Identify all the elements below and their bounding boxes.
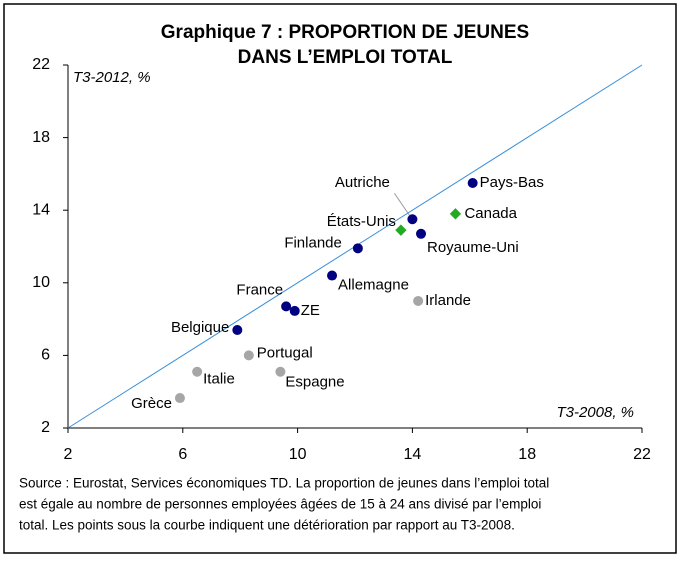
point-label: Royaume-Uni	[427, 239, 519, 256]
y-tick-label: 18	[32, 129, 50, 146]
point-label: Pays-Bas	[480, 174, 544, 191]
point	[289, 305, 300, 316]
point	[467, 177, 478, 188]
point	[243, 350, 254, 361]
point	[232, 324, 243, 335]
point	[192, 366, 203, 377]
y-axis-label: T3-2012, %	[73, 69, 151, 86]
source-note: total. Les points sous la courbe indique…	[19, 518, 515, 533]
x-tick-label: 22	[633, 446, 651, 463]
point	[352, 243, 363, 254]
y-tick-label: 2	[41, 419, 50, 436]
point	[449, 208, 462, 220]
point	[413, 295, 424, 306]
point-label: Autriche	[335, 174, 390, 191]
y-tick-label: 22	[32, 56, 50, 73]
point	[416, 228, 427, 239]
leader-line	[393, 192, 410, 216]
point-label: Portugal	[257, 344, 313, 361]
y-tick-label: 14	[32, 201, 50, 218]
x-tick-label: 6	[178, 446, 187, 463]
y-tick-label: 6	[41, 347, 50, 364]
point	[395, 224, 407, 236]
x-axis-label: T3-2008, %	[556, 404, 634, 421]
source-note: Source : Eurostat, Services économiques …	[19, 476, 549, 491]
y-tick-label: 10	[32, 274, 50, 291]
point	[407, 214, 418, 225]
x-tick-label: 18	[518, 446, 536, 463]
point-label: Finlande	[284, 234, 342, 251]
point-label: France	[236, 281, 283, 298]
point	[327, 270, 338, 281]
point-label: Grèce	[131, 395, 172, 412]
point-label: ZE	[301, 302, 320, 319]
point-label: États-Unis	[327, 213, 396, 230]
x-tick-label: 10	[289, 446, 307, 463]
point-label: Irlande	[425, 292, 471, 309]
point-label: Allemagne	[338, 277, 409, 294]
point-label: Italie	[203, 371, 235, 388]
x-tick-label: 14	[404, 446, 422, 463]
x-tick-label: 2	[64, 446, 73, 463]
point-label: Belgique	[171, 319, 229, 336]
point-label: Canada	[464, 205, 517, 222]
point	[281, 301, 292, 312]
frame	[3, 3, 677, 554]
point	[174, 393, 185, 404]
chart-title: Graphique 7 : PROPORTION DE JEUNES	[161, 22, 529, 43]
point-label: Espagne	[285, 374, 344, 391]
source-note: est égale au nombre de personnes employé…	[19, 497, 541, 512]
point	[275, 366, 286, 377]
chart-title: DANS L’EMPLOI TOTAL	[238, 47, 453, 68]
